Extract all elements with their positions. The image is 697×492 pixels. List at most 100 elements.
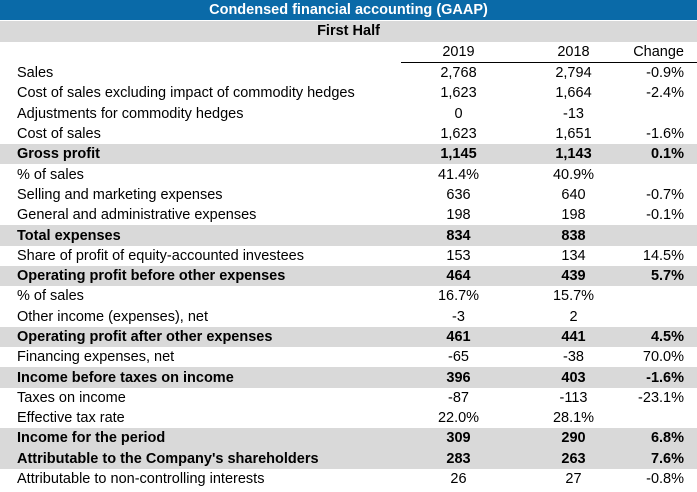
row-value-2019: 153 — [446, 247, 471, 264]
row-label: Gross profit — [0, 144, 401, 165]
table-row: Share of profit of equity-accounted inve… — [0, 246, 697, 266]
row-change — [631, 408, 697, 428]
table-row: Adjustments for commodity hedges 0 -13 — [0, 104, 697, 124]
row-change — [631, 286, 697, 306]
row-value-2018: 1,143 — [516, 144, 631, 165]
row-label: Operating profit before other expenses — [0, 265, 401, 287]
row-value-2019: -87 — [448, 389, 469, 406]
table-row: Total expenses 834 838 — [0, 225, 697, 246]
header-row: 2019 2018 Change — [0, 42, 697, 63]
row-change: -0.7% — [646, 186, 684, 203]
row-label: Total expenses — [0, 225, 401, 246]
table-row: Taxes on income -87 -113 -23.1% — [0, 388, 697, 408]
row-change: 14.5% — [642, 247, 684, 264]
row-label: Cost of sales excluding impact of commod… — [17, 85, 355, 102]
row-value-2018: 28.1% — [552, 410, 595, 427]
row-label: Operating profit after other expenses — [0, 326, 401, 348]
row-change: -23.1% — [638, 389, 684, 406]
row-label: Selling and marketing expenses — [17, 186, 223, 203]
row-value-2018: 403 — [516, 367, 631, 388]
row-value-2019: -3 — [452, 308, 465, 325]
row-label: Other income (expenses), net — [17, 308, 209, 325]
row-change — [631, 104, 697, 124]
row-label: Share of profit of equity-accounted inve… — [17, 247, 304, 264]
table-row: Financing expenses, net -65 -38 70.0% — [0, 347, 697, 367]
row-value-2018: 838 — [516, 225, 631, 246]
row-value-2019: 198 — [446, 207, 471, 224]
row-value-2018: 40.9% — [552, 166, 595, 183]
table-subtitle: First Half — [0, 21, 697, 42]
row-value-2019: 41.4% — [437, 166, 480, 183]
row-label: Sales — [17, 64, 54, 81]
row-label: Effective tax rate — [17, 410, 125, 427]
row-change: -0.9% — [646, 65, 684, 82]
financial-table: 2019 2018 Change Sales 2,768 2,794 -0.9% Cos… — [0, 42, 697, 489]
row-label: % of sales — [17, 166, 84, 183]
table-row: Operating profit after other expenses 461… — [0, 326, 697, 348]
table-title: Condensed financial accounting (GAAP) — [0, 0, 697, 20]
table-row: % of sales 16.7% 15.7% — [0, 286, 697, 306]
row-value-2019: 283 — [401, 448, 516, 469]
row-label: Adjustments for commodity hedges — [17, 105, 244, 122]
row-value-2019: 464 — [401, 265, 516, 287]
row-value-2018: 263 — [516, 448, 631, 469]
row-value-2018: 134 — [561, 247, 586, 264]
header-label-cell — [0, 42, 401, 63]
table-row: General and administrative expenses 198 19… — [0, 205, 697, 225]
row-label: Financing expenses, net — [17, 349, 175, 366]
row-value-2018: 198 — [561, 207, 586, 224]
table-row: Cost of sales 1,623 1,651 -1.6% — [0, 124, 697, 144]
row-value-2019: 2,768 — [440, 65, 477, 82]
row-label: % of sales — [17, 288, 84, 305]
row-value-2018: 27 — [565, 471, 582, 488]
row-label: Income before taxes on income — [0, 367, 401, 388]
header-2019: 2019 — [401, 42, 516, 63]
table-row: Income before taxes on income 396 403 -1.6% — [0, 367, 697, 388]
row-value-2019: 309 — [401, 428, 516, 449]
row-value-2019: 0 — [454, 105, 463, 122]
row-value-2018: 441 — [516, 326, 631, 348]
row-value-2019: 834 — [401, 225, 516, 246]
table-row: Gross profit 1,145 1,143 0.1% — [0, 144, 697, 165]
row-value-2019: 1,623 — [440, 126, 477, 143]
row-label: Taxes on income — [17, 389, 126, 406]
table-row: Selling and marketing expenses 636 640 -0.7… — [0, 185, 697, 205]
row-label: Attributable to non-controlling interest… — [17, 471, 265, 488]
row-label: Income for the period — [0, 428, 401, 449]
row-change — [631, 164, 697, 184]
row-change: 0.1% — [631, 144, 697, 165]
table-row: Cost of sales excluding impact of commod… — [0, 83, 697, 103]
table-row: Effective tax rate 22.0% 28.1% — [0, 408, 697, 428]
row-value-2018: 290 — [516, 428, 631, 449]
row-value-2018: 2,794 — [555, 65, 592, 82]
table-row: Attributable to the Company's shareholde… — [0, 448, 697, 469]
row-value-2019: 1,145 — [401, 144, 516, 165]
row-change: 6.8% — [631, 428, 697, 449]
row-value-2019: 396 — [401, 367, 516, 388]
header-2018: 2018 — [516, 42, 631, 63]
row-value-2019: 26 — [450, 471, 467, 488]
table-row: Income for the period 309 290 6.8% — [0, 428, 697, 449]
row-change: -0.1% — [646, 207, 684, 224]
row-value-2018: 1,651 — [555, 126, 592, 143]
row-value-2019: 22.0% — [437, 410, 480, 427]
row-change: -1.6% — [646, 126, 684, 143]
row-value-2018: 15.7% — [552, 288, 595, 305]
row-change: 7.6% — [631, 448, 697, 469]
row-value-2019: 461 — [401, 326, 516, 348]
row-value-2018: 640 — [561, 186, 586, 203]
row-change: -1.6% — [631, 367, 697, 388]
table-row: Sales 2,768 2,794 -0.9% — [0, 63, 697, 84]
row-change — [631, 225, 697, 246]
table-row: Operating profit before other expenses 46… — [0, 265, 697, 287]
row-value-2018: -38 — [563, 349, 584, 366]
row-change: 4.5% — [631, 326, 697, 348]
row-value-2018: -13 — [563, 105, 584, 122]
row-value-2018: -113 — [559, 389, 588, 406]
row-change: -2.4% — [646, 85, 684, 102]
row-label: Attributable to the Company's shareholde… — [0, 448, 401, 469]
row-change — [631, 307, 697, 327]
table-row: % of sales 41.4% 40.9% — [0, 164, 697, 184]
row-change: 5.7% — [631, 265, 697, 287]
